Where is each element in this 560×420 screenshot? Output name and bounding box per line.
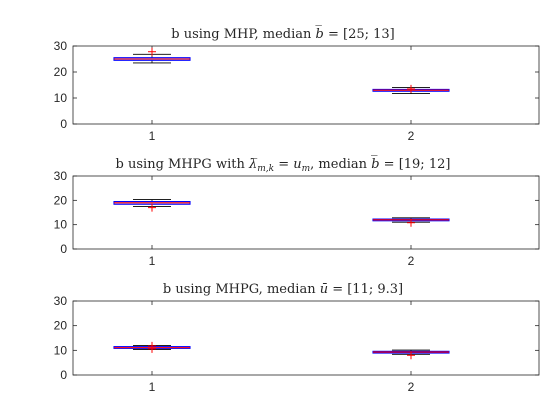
- subplot-1: b using MHP, median b̅ = [25; 13] 0 10 20 3…: [54, 25, 540, 143]
- subplot-3-title: b using MHPG, median ū = [11; 9.3]: [163, 282, 403, 297]
- subplot-2-ytick-label-20: 20: [54, 193, 68, 207]
- subplot-1-ytick-label-20: 20: [54, 65, 68, 79]
- subplot-3-xtick-label-2: 2: [408, 380, 415, 394]
- subplot-1-ytick-label-30: 30: [54, 39, 68, 53]
- subplot-1-axes-frame: [72, 45, 540, 125]
- subplot-2-box-2-outlier-1: [407, 218, 415, 227]
- subplot-1-xtick-label-1: 1: [149, 129, 156, 143]
- subplot-2: b using MHPG with λ̅m,k = um, median b̅ …: [54, 155, 540, 268]
- subplot-3-ytick-label-20: 20: [54, 319, 68, 333]
- subplot-3-axes-frame: [72, 300, 540, 376]
- subplot-2-axes-frame: [72, 175, 540, 250]
- subplot-1-box-2-outlier-1: [407, 84, 415, 93]
- subplot-2-ytick-label-0: 0: [60, 242, 67, 256]
- subplot-2-box-1-outlier-1: [148, 203, 156, 212]
- subplot-2-title: b using MHPG with λ̅m,k = um, median b̅ …: [116, 155, 451, 174]
- subplot-3-ytick-label-0: 0: [60, 368, 67, 382]
- subplot-2-xtick-label-1: 1: [149, 254, 156, 268]
- subplot-3-box-2-outlier-1: [407, 351, 415, 360]
- subplot-3-box-1-outlier-2: [148, 344, 156, 353]
- subplot-3-ytick-label-30: 30: [54, 294, 68, 308]
- subplot-3-ytick-label-10: 10: [54, 343, 68, 357]
- subplot-2-ytick-label-30: 30: [54, 169, 68, 183]
- subplot-3-xtick-label-1: 1: [149, 380, 156, 394]
- subplot-2-xtick-label-2: 2: [408, 254, 415, 268]
- subplot-2-ytick-label-10: 10: [54, 218, 68, 232]
- subplot-1-box-1-outlier-1: [148, 47, 156, 56]
- subplot-1-title: b using MHP, median b̅ = [25; 13]: [171, 25, 395, 42]
- subplot-1-ytick-label-0: 0: [60, 117, 67, 131]
- subplot-1-xtick-label-2: 2: [408, 129, 415, 143]
- subplot-1-ytick-label-10: 10: [54, 91, 68, 105]
- subplot-3: b using MHPG, median ū = [11; 9.3] 0 10 20…: [54, 282, 540, 394]
